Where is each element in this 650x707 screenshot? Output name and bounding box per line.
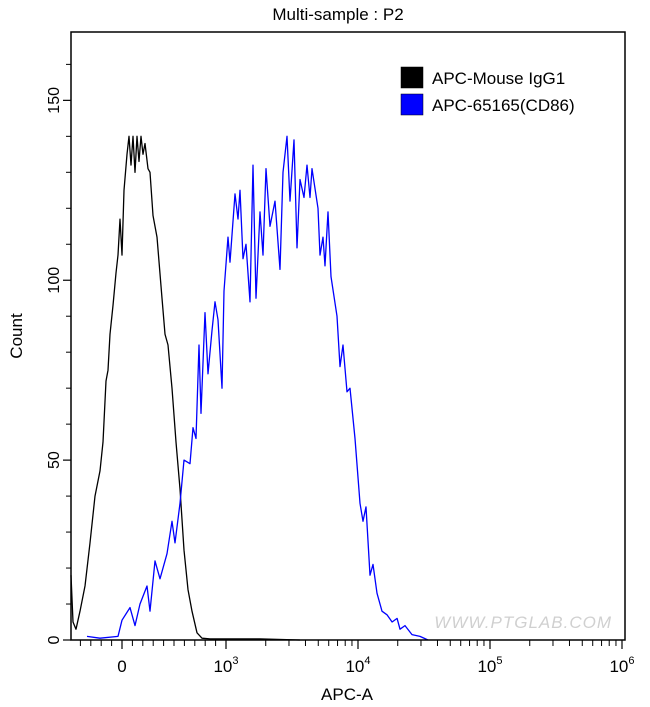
legend-swatch	[400, 93, 424, 116]
legend-label: APC-65165(CD86)	[432, 96, 575, 115]
legend: APC-Mouse IgG1 APC-65165(CD86)	[400, 66, 575, 116]
plot-frame	[70, 31, 626, 641]
y-tick-label: 150	[46, 87, 63, 114]
legend-swatch	[400, 66, 424, 89]
x-tick-label: 0	[117, 657, 126, 676]
x-tick-label: 104	[345, 655, 370, 676]
y-tick-label: 50	[46, 451, 63, 469]
x-tick-exponent: 6	[628, 655, 634, 667]
x-tick-label: 103	[213, 655, 238, 676]
y-axis-label: Count	[7, 313, 26, 359]
series-line-0	[70, 135, 300, 641]
series-line-1	[86, 135, 429, 641]
legend-label: APC-Mouse IgG1	[432, 69, 565, 88]
chart-title: Multi-sample : P2	[272, 5, 403, 24]
y-tick-label: 100	[46, 267, 63, 294]
x-tick-exponent: 3	[232, 655, 238, 667]
x-tick-exponent: 4	[364, 655, 370, 667]
x-axis-label: APC-A	[321, 685, 374, 704]
watermark: WWW.PTGLAB.COM	[434, 613, 612, 632]
y-tick-label: 0	[46, 635, 63, 644]
x-tick-label: 105	[477, 655, 502, 676]
x-tick-label: 106	[609, 655, 634, 676]
x-tick-exponent: 5	[496, 655, 502, 667]
